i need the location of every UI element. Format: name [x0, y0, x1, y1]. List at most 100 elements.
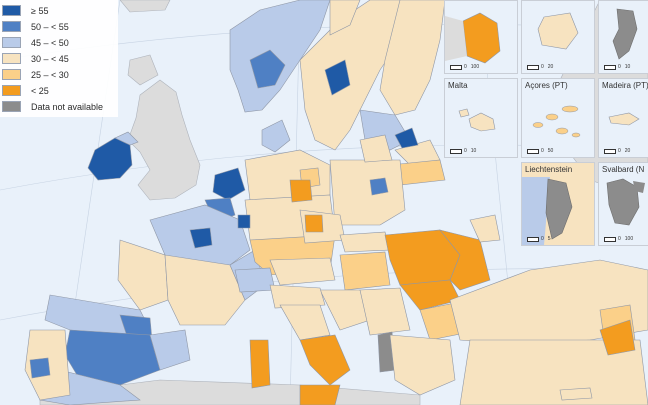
region-at	[269, 257, 336, 286]
region-it-center	[279, 304, 331, 341]
region-sk	[339, 231, 391, 253]
region-tr-4	[599, 319, 636, 356]
region-it-north	[269, 284, 326, 309]
region-sardinia	[249, 339, 271, 389]
region-hu	[339, 251, 391, 291]
iceland-edge	[119, 0, 171, 13]
region-pl-warsaw	[369, 177, 389, 196]
region-pl	[329, 159, 406, 226]
region-pt-lisbon	[29, 357, 51, 379]
inset-acores-shape	[532, 105, 581, 138]
scale-bar	[527, 149, 539, 154]
legend-row: 25 – < 30	[2, 67, 118, 82]
northern-scotland	[127, 54, 159, 86]
region-sicily	[299, 384, 341, 405]
inset-scale: 0 100	[604, 237, 637, 242]
inset-scale: 0 50	[527, 149, 557, 154]
region-fr-west	[117, 239, 169, 311]
legend-row: 45 – < 50	[2, 35, 118, 50]
legend-swatch	[2, 69, 21, 80]
inset-mayotte-shape	[612, 8, 638, 60]
region-fr-paris	[189, 227, 213, 249]
region-it-south	[299, 334, 351, 386]
region-se-2	[324, 59, 351, 96]
scale-text: 50	[547, 148, 554, 154]
scale-text: 0	[541, 148, 544, 154]
inset-label: Liechtenstein	[525, 165, 573, 174]
scale-text: 0	[464, 148, 467, 154]
turkey	[449, 259, 648, 405]
legend-row: Data not available	[2, 99, 118, 114]
inset-mayotte: 0 10	[598, 0, 648, 74]
scale-bar	[604, 65, 616, 70]
region-md	[469, 214, 501, 243]
inset-scale: 0 10	[450, 149, 480, 154]
scale-text: 100	[470, 64, 480, 70]
region-cz-praha	[304, 214, 324, 233]
scale-text: 0	[464, 64, 467, 70]
ireland	[87, 131, 139, 181]
legend-swatch	[2, 21, 21, 32]
inset-scale: 0 10	[604, 65, 634, 70]
legend-row: 30 – < 45	[2, 51, 118, 66]
scale-text: 10	[470, 148, 477, 154]
inset-malta: Malta 0 10	[444, 78, 518, 158]
region-se-1	[299, 0, 411, 151]
legend-swatch	[2, 101, 21, 112]
scale-text: 0	[618, 64, 621, 70]
inset-label: Açores (PT)	[525, 81, 568, 90]
legend-label: 50 – < 55	[31, 21, 69, 32]
inset-liechtenstein-shape	[522, 177, 573, 245]
scale-bar	[604, 149, 616, 154]
legend-row: < 25	[2, 83, 118, 98]
inset-label: Madeira (PT)	[602, 81, 648, 90]
inset-guyane-shape	[445, 12, 501, 64]
region-ch	[234, 267, 276, 293]
legend-swatch	[2, 85, 21, 96]
scale-bar	[527, 237, 539, 242]
inset-label: Svalbard (N	[602, 165, 645, 174]
scale-text: 0	[618, 148, 621, 154]
scale-text: 0	[618, 236, 621, 242]
region-lt-coast	[359, 134, 393, 163]
region-gr	[389, 334, 456, 396]
scale-text: 0	[541, 236, 544, 242]
scale-text: 0	[541, 64, 544, 70]
region-dk	[261, 119, 291, 153]
inset-svalbard-shape	[606, 178, 645, 226]
scale-text: 20	[547, 64, 554, 70]
inset-scale: 0 20	[527, 65, 557, 70]
region-lu	[237, 214, 251, 229]
northern-extra	[329, 0, 393, 163]
legend-row: 50 – < 55	[2, 19, 118, 34]
scale-bar	[604, 237, 616, 242]
region-ie-2	[114, 131, 139, 146]
scale-text: 10	[624, 64, 631, 70]
region-fi-1	[379, 0, 446, 116]
central-europe	[234, 149, 406, 293]
legend-label: 30 – < 45	[31, 53, 69, 64]
scale-bar	[450, 149, 462, 154]
legend-label: 45 – < 50	[31, 37, 69, 48]
region-no-north	[329, 0, 361, 36]
inset-label: Malta	[448, 81, 468, 90]
legend-label: 25 – < 30	[31, 69, 69, 80]
scale-text: 20	[624, 148, 631, 154]
legend-label: < 25	[31, 85, 49, 96]
inset-guyane: 0 100	[444, 0, 518, 74]
region-no-1	[229, 0, 331, 113]
region-de-ost	[289, 179, 313, 203]
west-europe	[24, 119, 291, 405]
region-es-east	[149, 329, 191, 371]
inset-scale: 0 20	[604, 149, 634, 154]
scale-bar	[527, 65, 539, 70]
legend-row: ≥ 55	[2, 3, 118, 18]
inset-liechtenstein: Liechtenstein 0 5	[521, 162, 595, 246]
inset-malta-shape	[458, 108, 496, 132]
inset-madeira: Madeira (PT) 0 20	[598, 78, 648, 158]
inset-svalbard: Svalbard (N 0 100	[598, 162, 648, 246]
inset-scale: 0 100	[450, 65, 483, 70]
scandinavia	[229, 0, 446, 186]
region-no-2	[249, 49, 286, 89]
